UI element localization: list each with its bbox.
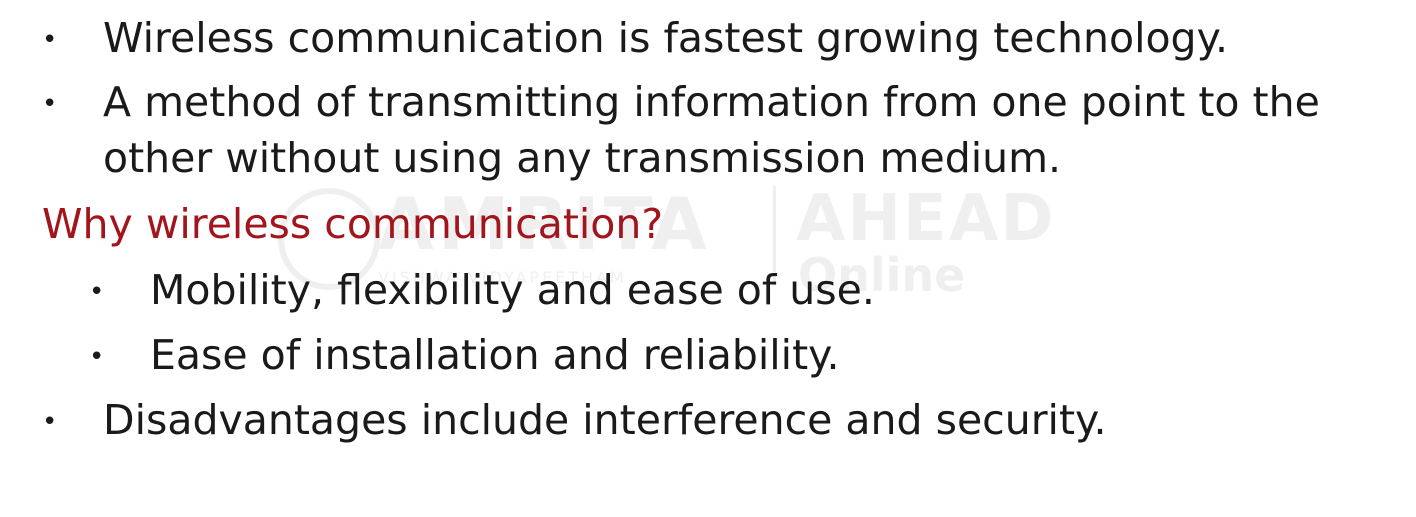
sub-bullet-marker: • [89, 277, 105, 307]
bullet-text: Disadvantages include interference and s… [103, 396, 1107, 444]
bullet-text-continued: other without using any transmission med… [103, 134, 1062, 182]
sub-bullet-text: Mobility, flexibility and ease of use. [150, 266, 875, 314]
section-heading: Why wireless communication? [42, 200, 664, 248]
sub-bullet-marker: • [89, 342, 105, 372]
bullet-marker: • [42, 89, 58, 119]
bullet-marker: • [42, 25, 58, 55]
watermark-partner: AHEAD [796, 182, 1056, 256]
bullet-text: Wireless communication is fastest growin… [103, 14, 1229, 62]
sub-bullet-text: Ease of installation and reliability. [150, 331, 840, 379]
bullet-marker: • [42, 407, 58, 437]
bullet-text: A method of transmitting information fro… [103, 78, 1320, 126]
